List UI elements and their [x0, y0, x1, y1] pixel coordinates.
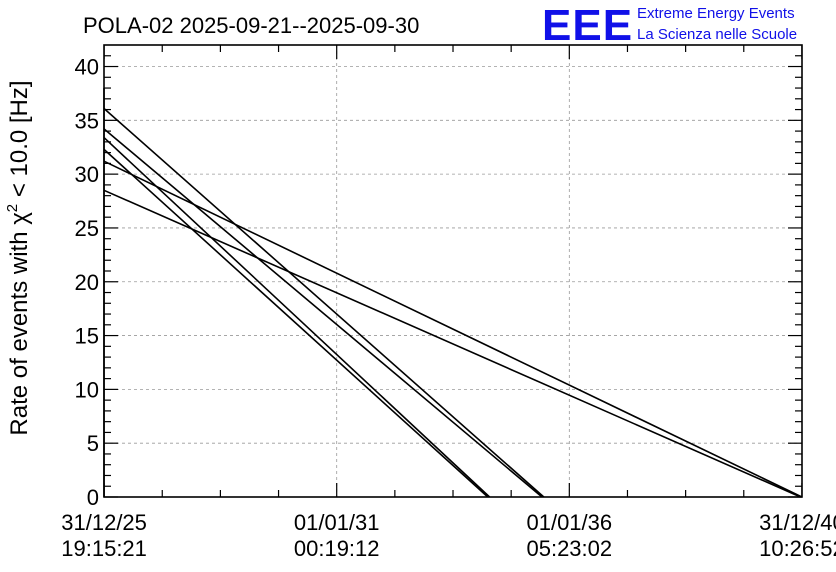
- series-line-3: [103, 128, 543, 498]
- y-axis-label: Rate of events with χ2 < 10.0 [Hz]: [4, 80, 33, 435]
- x-tick-label-date: 31/12/40: [759, 510, 836, 535]
- x-tick-label-date: 01/01/31: [294, 510, 380, 535]
- x-tick-label-time: 19:15:21: [61, 536, 147, 561]
- series-line-4: [103, 137, 491, 498]
- brand-line-1: Extreme Energy Events: [637, 5, 795, 22]
- y-tick-label: 30: [75, 162, 99, 187]
- x-tick-label-time: 00:19:12: [294, 536, 380, 561]
- series-line-6: [103, 160, 803, 498]
- plot-frame: [103, 44, 803, 498]
- brand-line-2: La Scienza nelle Scuole: [637, 26, 797, 43]
- y-tick-label: 5: [87, 431, 99, 456]
- y-tick-label: 15: [75, 324, 99, 349]
- y-tick-label: 35: [75, 108, 99, 133]
- y-axis-label-sup: 2: [4, 204, 21, 212]
- x-tick-label-time: 05:23:02: [526, 536, 612, 561]
- grid-lines: [103, 45, 803, 497]
- y-tick-label: 0: [87, 485, 99, 510]
- y-tick-label: 40: [75, 55, 99, 80]
- series-line-7: [103, 189, 801, 498]
- chart-title: POLA-02 2025-09-21--2025-09-30: [83, 13, 419, 38]
- eee-logo: EEE: [542, 1, 633, 50]
- y-tick-label: 10: [75, 377, 99, 402]
- x-tick-label-time: 10:26:52: [759, 536, 836, 561]
- x-tick-label-date: 01/01/36: [526, 510, 612, 535]
- axis-ticks: [103, 45, 803, 498]
- series-line-5: [103, 148, 489, 498]
- y-tick-label: 25: [75, 216, 99, 241]
- series-lines: [103, 88, 803, 498]
- x-tick-label-date: 31/12/25: [61, 510, 147, 535]
- y-axis-label-prefix: Rate of events with: [6, 225, 33, 436]
- series-line-2: [103, 107, 545, 498]
- y-axis-label-suffix: < 10.0 [Hz]: [6, 80, 33, 203]
- y-tick-label: 20: [75, 270, 99, 295]
- y-axis-label-chi: χ: [6, 212, 33, 225]
